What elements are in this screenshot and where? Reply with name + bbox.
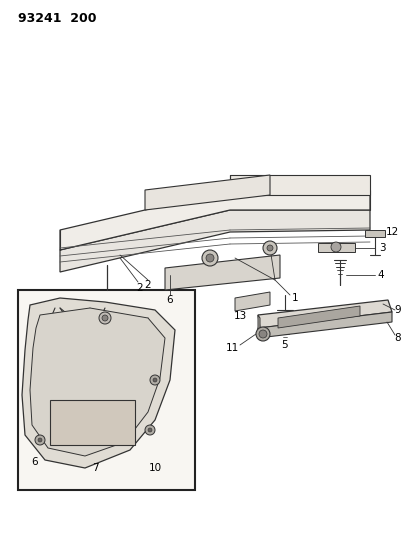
Text: 5: 5 <box>281 340 287 350</box>
Text: 8: 8 <box>394 333 400 343</box>
Polygon shape <box>364 230 384 237</box>
Text: 9: 9 <box>394 305 400 315</box>
Polygon shape <box>257 312 391 338</box>
Polygon shape <box>30 308 165 456</box>
Polygon shape <box>235 292 269 311</box>
Circle shape <box>150 375 159 385</box>
Text: 2: 2 <box>144 280 151 290</box>
Polygon shape <box>257 300 391 328</box>
Circle shape <box>259 330 266 338</box>
Circle shape <box>99 312 111 324</box>
Text: 6: 6 <box>166 295 173 305</box>
Polygon shape <box>60 190 369 250</box>
Polygon shape <box>145 175 269 210</box>
Circle shape <box>202 250 218 266</box>
Polygon shape <box>50 400 135 445</box>
Polygon shape <box>317 243 354 252</box>
Polygon shape <box>277 306 359 328</box>
Circle shape <box>153 378 157 382</box>
Text: 93241  200: 93241 200 <box>18 12 96 25</box>
Text: 4: 4 <box>377 270 383 280</box>
Circle shape <box>262 241 276 255</box>
Polygon shape <box>230 175 369 195</box>
Polygon shape <box>22 298 175 468</box>
Circle shape <box>206 254 214 262</box>
Text: 7: 7 <box>91 463 98 473</box>
Circle shape <box>147 428 152 432</box>
Text: 3: 3 <box>378 243 385 253</box>
Text: 1: 1 <box>291 293 298 303</box>
Bar <box>18 290 195 490</box>
Text: 13: 13 <box>233 311 246 321</box>
Circle shape <box>145 425 154 435</box>
Text: 12: 12 <box>385 227 398 237</box>
Polygon shape <box>165 255 279 290</box>
Circle shape <box>35 435 45 445</box>
Text: 10: 10 <box>148 463 161 473</box>
Text: 2: 2 <box>136 283 143 293</box>
Circle shape <box>38 438 42 442</box>
Circle shape <box>255 327 269 341</box>
Circle shape <box>330 242 340 252</box>
Circle shape <box>266 245 272 251</box>
Text: 11: 11 <box>225 343 238 353</box>
Circle shape <box>102 315 108 321</box>
Polygon shape <box>257 315 259 340</box>
Polygon shape <box>60 210 369 272</box>
Text: 6: 6 <box>32 457 38 467</box>
